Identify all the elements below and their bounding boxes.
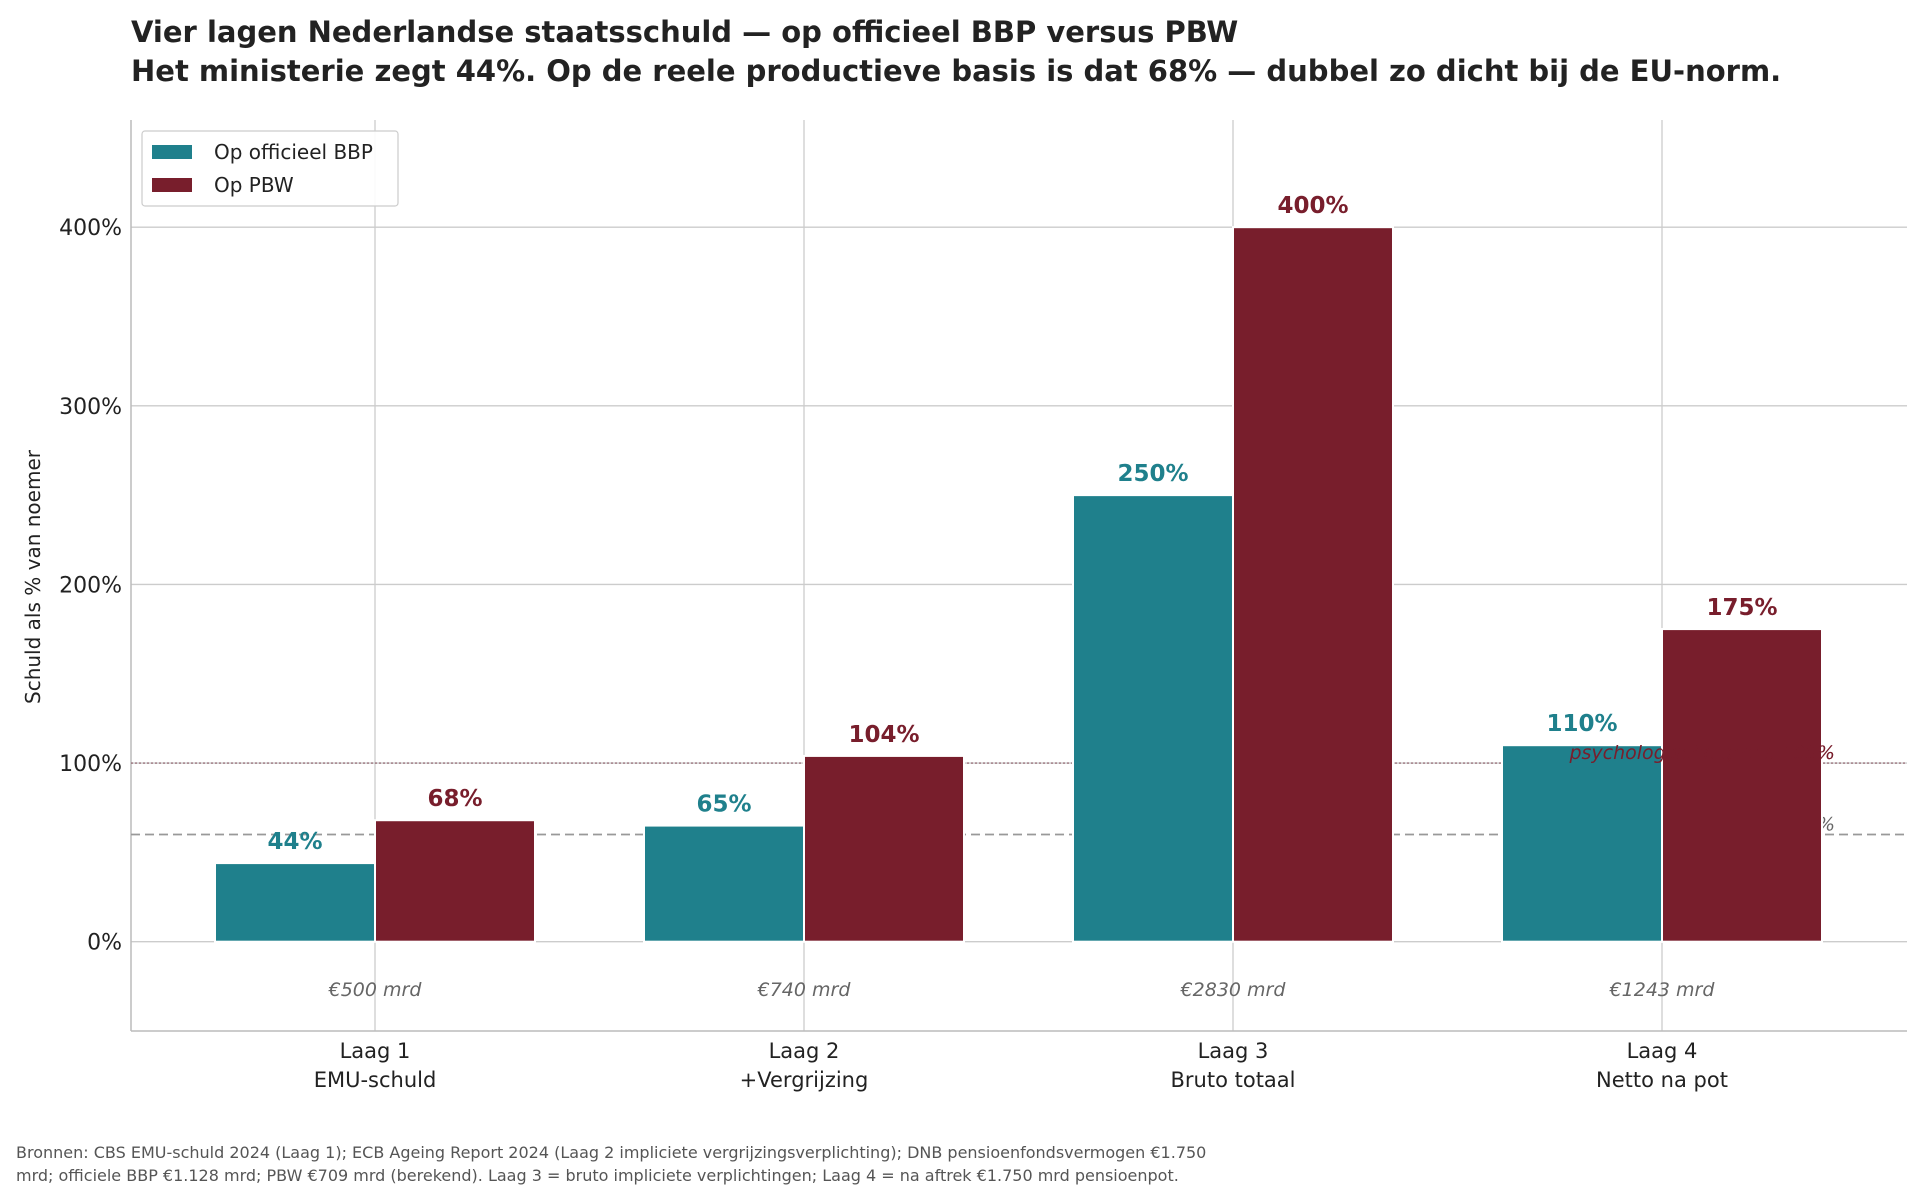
y-tick-label: 400% [59,216,122,241]
bar-pbw [1661,628,1823,943]
legend-frame [141,130,399,207]
source-note-line1: Bronnen: CBS EMU-schuld 2024 (Laag 1); E… [16,1143,1206,1162]
y-tick-label: 100% [59,752,122,777]
bar-bbp [1501,744,1663,943]
bar-value-label: 250% [1117,461,1188,487]
source-note-line2: mrd; officiele BBP €1.128 mrd; PBW €709 … [16,1166,1179,1185]
bar-value-label: 400% [1277,193,1348,219]
x-tick-label: EMU-schuld [314,1068,437,1092]
amount-label: €740 mrd [757,979,852,1001]
bar-pbw [374,819,536,943]
amount-label: €1243 mrd [1609,979,1716,1001]
x-tick-label: Laag 4 [1627,1039,1698,1063]
x-tick-label: Netto na pot [1596,1068,1728,1092]
bar-bbp [214,862,376,943]
x-tick-label: Laag 3 [1198,1039,1269,1063]
bar-value-label: 175% [1706,595,1777,621]
bar-value-label: 110% [1546,711,1617,737]
bar-value-label: 65% [696,792,751,818]
bar-bbp [1072,494,1234,943]
amount-label: €2830 mrd [1180,979,1287,1001]
x-tick-label: Laag 2 [769,1039,840,1063]
legend-swatch-bbp [152,145,192,159]
bar-value-label: 104% [848,722,919,748]
bar-pbw [803,754,965,943]
chart-title-line2: Het ministerie zegt 44%. Op de reele pro… [131,54,1781,88]
bar-bbp [643,824,805,943]
legend-label-bbp: Op officieel BBP [214,140,373,164]
bar-pbw [1232,226,1394,943]
y-tick-label: 0% [87,931,122,956]
x-tick-label: Laag 1 [340,1039,411,1063]
legend: Op officieel BBP Op PBW [141,130,399,207]
threshold-100-label-overlay: psychologische grens 100% [1568,742,1835,764]
legend-swatch-pbw [152,178,192,192]
y-tick-label: 300% [59,395,122,420]
chart-title-line1: Vier lagen Nederlandse staatsschuld — op… [131,15,1238,49]
x-tick-label: Bruto totaal [1171,1068,1296,1092]
amount-label: €500 mrd [328,979,423,1001]
x-tick-label: +Vergrijzing [740,1068,869,1092]
bar-value-label: 68% [427,786,482,812]
y-tick-label: 200% [59,573,122,598]
y-axis-label: Schuld als % van noemer [21,449,45,704]
bar-value-label: 44% [267,829,322,855]
legend-label-pbw: Op PBW [214,173,294,197]
